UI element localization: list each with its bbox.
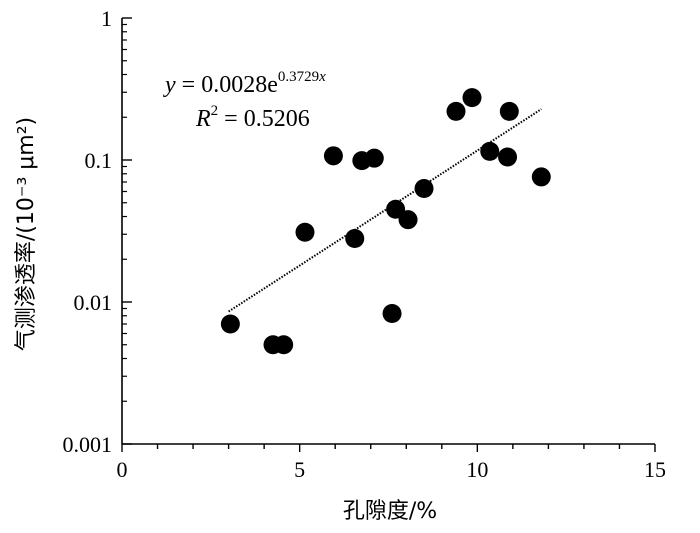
x-tick-label: 0	[117, 457, 128, 482]
y-tick-label: 0.1	[85, 148, 113, 173]
data-point	[364, 148, 384, 168]
data-point	[323, 146, 343, 166]
data-point	[220, 314, 240, 334]
x-tick-label: 10	[466, 457, 488, 482]
data-point	[386, 199, 406, 219]
plot-area	[220, 88, 551, 355]
data-point	[480, 141, 500, 161]
x-tick-label: 5	[294, 457, 305, 482]
data-point	[462, 88, 482, 108]
x-tick-label: 15	[644, 457, 666, 482]
data-point	[414, 178, 434, 198]
y-axis-title: 气测渗透率/(10⁻³ μm²)	[14, 117, 39, 351]
y-tick-label: 0.01	[74, 290, 113, 315]
data-point	[499, 101, 519, 121]
data-point	[446, 101, 466, 121]
tick-labels: 0 5 10 15 0.001 0.01 0.1 1	[63, 6, 667, 482]
data-point	[531, 167, 551, 187]
r-squared-label: R2 = 0.5206	[195, 103, 310, 132]
data-point	[345, 229, 365, 249]
x-axis-title: 孔隙度/%	[343, 499, 437, 524]
y-tick-label: 0.001	[63, 432, 113, 457]
axes	[121, 17, 656, 452]
data-point	[398, 210, 418, 230]
data-point	[498, 147, 518, 167]
data-point	[274, 335, 294, 355]
data-point	[382, 303, 402, 323]
trend-equation: y = 0.0028e0.3729x	[163, 69, 326, 98]
data-point	[295, 222, 315, 242]
trendline	[228, 108, 542, 313]
y-tick-label: 1	[101, 6, 112, 31]
